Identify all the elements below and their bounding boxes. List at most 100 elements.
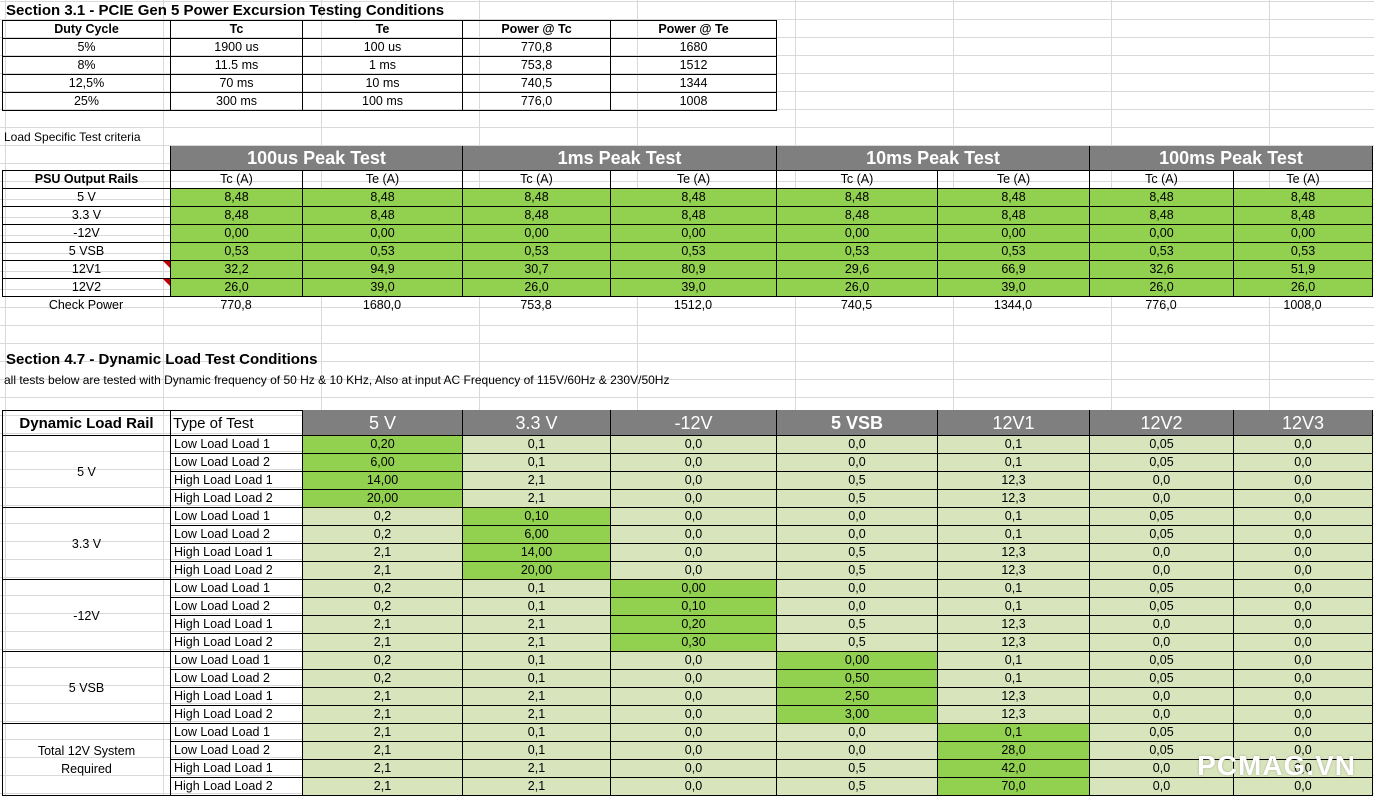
current-cell[interactable]: 80,9	[610, 260, 777, 279]
load-value-cell[interactable]: 2,1	[302, 741, 463, 760]
current-cell[interactable]: 0,53	[462, 242, 611, 261]
current-cell[interactable]: 26,0	[462, 278, 611, 297]
s31-cell[interactable]: 740,5	[462, 74, 611, 93]
load-value-cell[interactable]: 0,0	[1089, 777, 1234, 796]
load-value-cell[interactable]: 0,1	[462, 741, 611, 760]
load-value-cell[interactable]: 42,0	[937, 759, 1090, 778]
current-cell[interactable]: 8,48	[610, 206, 777, 225]
load-value-cell[interactable]: 0,0	[610, 507, 777, 526]
load-value-cell[interactable]: 0,2	[302, 525, 463, 544]
s31-cell[interactable]: 5%	[2, 38, 171, 57]
load-value-cell[interactable]: 0,0	[776, 525, 938, 544]
load-value-cell[interactable]: 0,0	[1233, 615, 1373, 634]
check-power-cell[interactable]: 1008,0	[1283, 297, 1322, 312]
current-cell[interactable]: 8,48	[776, 188, 938, 207]
load-value-cell[interactable]: 0,1	[937, 507, 1090, 526]
current-cell[interactable]: 8,48	[170, 188, 303, 207]
current-cell[interactable]: 32,2	[170, 260, 303, 279]
current-cell[interactable]: 29,6	[776, 260, 938, 279]
load-value-cell[interactable]: 0,0	[1233, 597, 1373, 616]
load-value-cell[interactable]: 0,0	[1233, 543, 1373, 562]
load-value-cell[interactable]: 0,0	[1089, 633, 1234, 652]
current-cell[interactable]: 8,48	[937, 188, 1090, 207]
load-value-cell[interactable]: 28,0	[937, 741, 1090, 760]
load-value-cell[interactable]: 0,0	[1089, 561, 1234, 580]
load-value-cell[interactable]: 0,05	[1089, 741, 1234, 760]
current-cell[interactable]: 0,00	[610, 224, 777, 243]
load-value-cell[interactable]: 0,1	[937, 597, 1090, 616]
current-cell[interactable]: 8,48	[1089, 188, 1234, 207]
load-value-cell[interactable]: 12,3	[937, 633, 1090, 652]
load-value-cell[interactable]: 0,5	[776, 561, 938, 580]
current-cell[interactable]: 0,53	[937, 242, 1090, 261]
load-value-cell[interactable]: 2,1	[462, 471, 611, 490]
load-value-cell[interactable]: 0,0	[776, 507, 938, 526]
load-value-cell[interactable]: 0,0	[1233, 651, 1373, 670]
check-power-cell[interactable]: 1680,0	[362, 297, 402, 312]
current-cell[interactable]: 39,0	[610, 278, 777, 297]
load-value-cell[interactable]: 0,0	[610, 561, 777, 580]
load-value-cell[interactable]: 0,0	[610, 777, 777, 796]
load-value-cell[interactable]: 0,0	[1233, 723, 1373, 742]
current-cell[interactable]: 8,48	[937, 206, 1090, 225]
check-power-cell[interactable]: 1344,0	[993, 297, 1033, 312]
load-value-cell[interactable]: 0,0	[610, 669, 777, 688]
load-value-cell[interactable]: 0,0	[1089, 687, 1234, 706]
load-value-cell[interactable]: 2,1	[302, 705, 463, 724]
load-value-cell[interactable]: 0,5	[776, 777, 938, 796]
current-cell[interactable]: 0,53	[776, 242, 938, 261]
load-value-cell[interactable]: 0,1	[937, 723, 1090, 742]
load-value-cell[interactable]: 14,00	[462, 543, 611, 562]
load-value-cell[interactable]: 0,1	[937, 579, 1090, 598]
load-value-cell[interactable]: 0,0	[1233, 669, 1373, 688]
load-value-cell[interactable]: 0,1	[462, 453, 611, 472]
load-value-cell[interactable]: 2,1	[302, 777, 463, 796]
load-value-cell[interactable]: 2,1	[462, 759, 611, 778]
load-value-cell[interactable]: 0,1	[937, 435, 1090, 454]
s31-cell[interactable]: 1900 us	[170, 38, 303, 57]
load-value-cell[interactable]: 2,1	[462, 633, 611, 652]
load-value-cell[interactable]: 2,1	[302, 543, 463, 562]
load-value-cell[interactable]: 0,0	[1089, 471, 1234, 490]
load-value-cell[interactable]: 0,5	[776, 759, 938, 778]
check-power-cell[interactable]: 740,5	[840, 297, 873, 312]
current-cell[interactable]: 0,00	[170, 224, 303, 243]
s31-cell[interactable]: 8%	[2, 56, 171, 75]
load-value-cell[interactable]: 70,0	[937, 777, 1090, 796]
load-value-cell[interactable]: 0,0	[776, 741, 938, 760]
load-value-cell[interactable]: 12,3	[937, 471, 1090, 490]
load-value-cell[interactable]: 2,1	[302, 561, 463, 580]
load-value-cell[interactable]: 0,1	[462, 651, 611, 670]
load-value-cell[interactable]: 0,00	[610, 579, 777, 598]
current-cell[interactable]: 51,9	[1233, 260, 1373, 279]
load-value-cell[interactable]: 0,1	[937, 453, 1090, 472]
load-value-cell[interactable]: 0,1	[937, 525, 1090, 544]
s31-cell[interactable]: 70 ms	[170, 74, 303, 93]
load-value-cell[interactable]: 2,1	[462, 705, 611, 724]
load-value-cell[interactable]: 0,1	[462, 597, 611, 616]
load-value-cell[interactable]: 12,3	[937, 687, 1090, 706]
check-power-cell[interactable]: 1512,0	[673, 297, 713, 312]
s31-cell[interactable]: 1680	[610, 38, 777, 57]
load-value-cell[interactable]: 0,5	[776, 489, 938, 508]
s31-cell[interactable]: 1 ms	[302, 56, 463, 75]
load-value-cell[interactable]: 14,00	[302, 471, 463, 490]
check-power-cell[interactable]: 776,0	[1145, 297, 1177, 312]
check-power-cell[interactable]: 770,8	[220, 297, 252, 312]
load-value-cell[interactable]: 0,5	[776, 633, 938, 652]
load-value-cell[interactable]: 0,1	[462, 669, 611, 688]
current-cell[interactable]: 0,53	[170, 242, 303, 261]
load-value-cell[interactable]: 12,3	[937, 561, 1090, 580]
load-value-cell[interactable]: 0,0	[776, 579, 938, 598]
load-value-cell[interactable]: 0,0	[1233, 507, 1373, 526]
load-value-cell[interactable]: 0,0	[776, 435, 938, 454]
current-cell[interactable]: 26,0	[170, 278, 303, 297]
load-value-cell[interactable]: 0,05	[1089, 651, 1234, 670]
current-cell[interactable]: 8,48	[1233, 206, 1373, 225]
current-cell[interactable]: 26,0	[1233, 278, 1373, 297]
current-cell[interactable]: 0,00	[1089, 224, 1234, 243]
current-cell[interactable]: 39,0	[302, 278, 463, 297]
comment-marker-icon[interactable]	[163, 261, 170, 268]
load-value-cell[interactable]: 0,0	[1089, 615, 1234, 634]
load-value-cell[interactable]: 0,0	[610, 651, 777, 670]
